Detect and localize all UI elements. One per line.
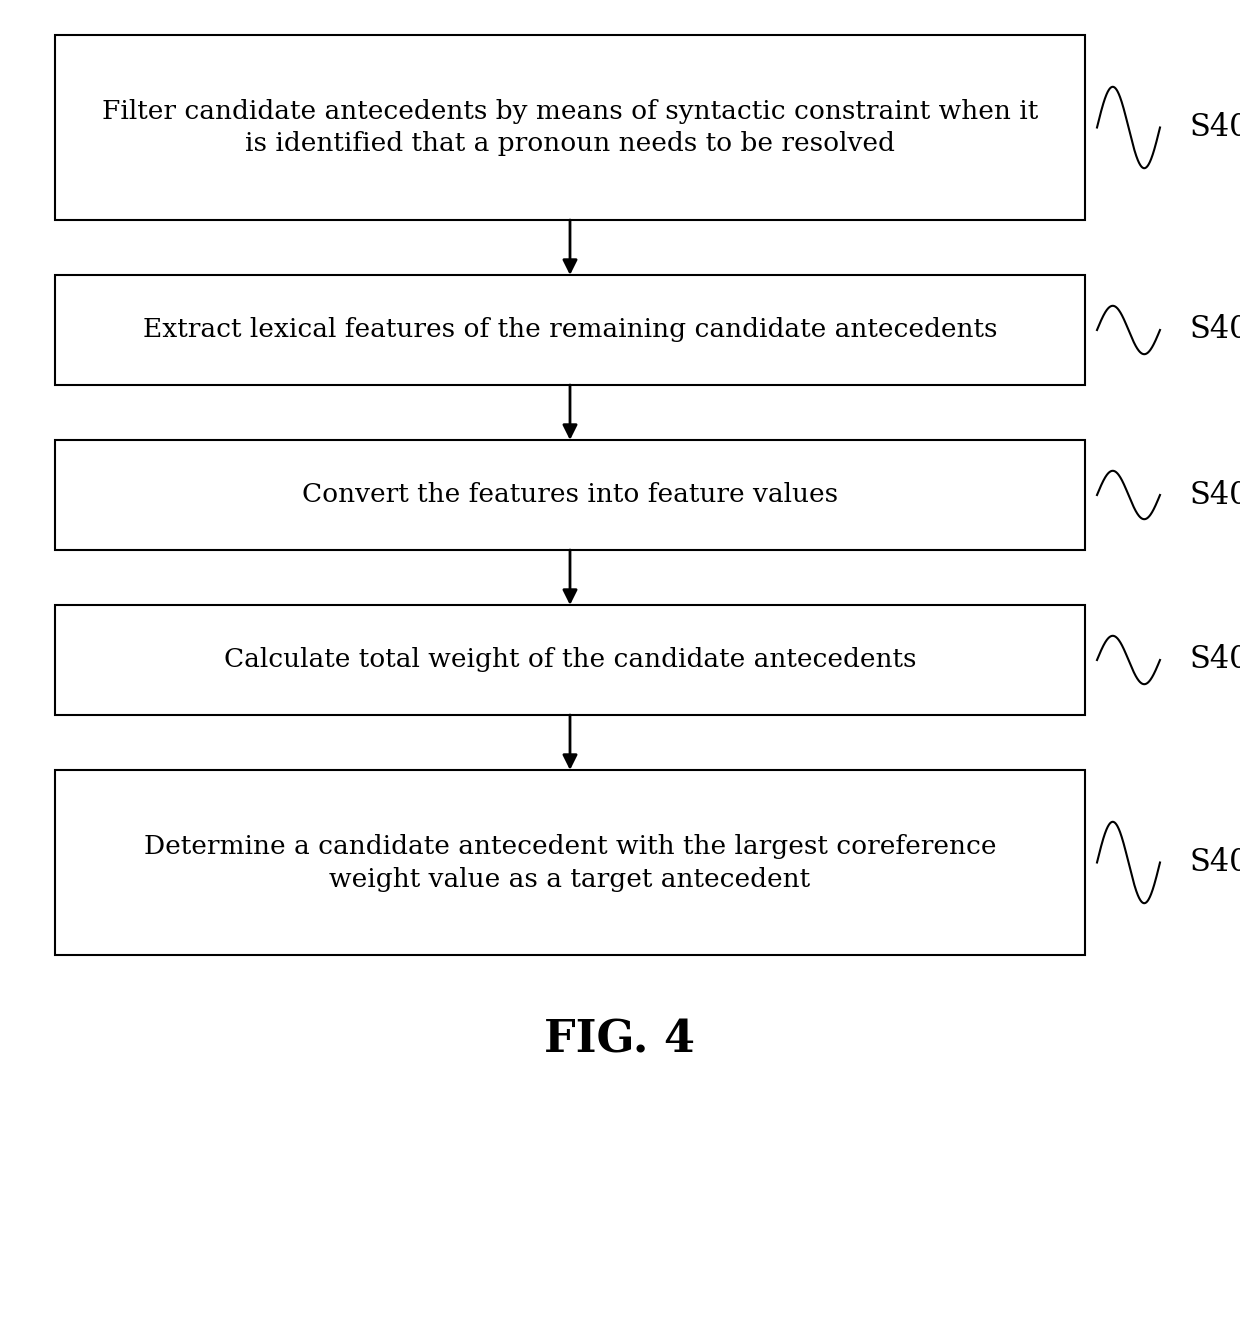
FancyBboxPatch shape <box>55 605 1085 714</box>
Text: Extract lexical features of the remaining candidate antecedents: Extract lexical features of the remainin… <box>143 317 997 343</box>
Text: Convert the features into feature values: Convert the features into feature values <box>301 483 838 508</box>
Text: FIG. 4: FIG. 4 <box>544 1018 696 1061</box>
Text: S404: S404 <box>1190 644 1240 676</box>
Text: Determine a candidate antecedent with the largest coreference
weight value as a : Determine a candidate antecedent with th… <box>144 833 996 892</box>
Text: S403: S403 <box>1190 480 1240 511</box>
Text: S401: S401 <box>1190 112 1240 143</box>
Text: Calculate total weight of the candidate antecedents: Calculate total weight of the candidate … <box>223 648 916 673</box>
Text: Filter candidate antecedents by means of syntactic constraint when it
is identif: Filter candidate antecedents by means of… <box>102 99 1038 156</box>
Text: S402: S402 <box>1190 315 1240 345</box>
FancyBboxPatch shape <box>55 440 1085 551</box>
FancyBboxPatch shape <box>55 770 1085 954</box>
FancyBboxPatch shape <box>55 35 1085 220</box>
Text: S405: S405 <box>1190 846 1240 878</box>
FancyBboxPatch shape <box>55 275 1085 385</box>
